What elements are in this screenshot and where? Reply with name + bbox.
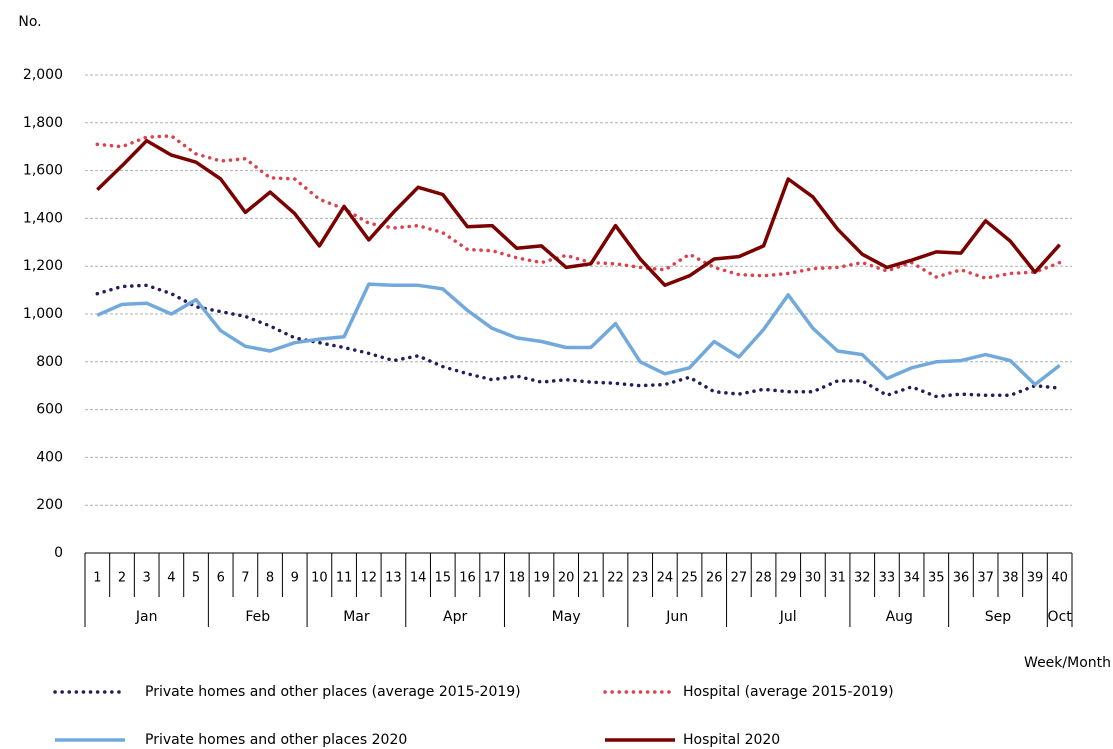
legend-label: Hospital 2020 xyxy=(683,732,780,748)
x-tick-label: 13 xyxy=(385,571,402,586)
line-series xyxy=(96,282,1061,387)
x-tick-label: 22 xyxy=(607,571,624,586)
x-group-label: Jun xyxy=(665,609,688,625)
x-group-label: Jul xyxy=(779,609,797,625)
x-group-label: May xyxy=(552,609,581,625)
x-group-label: Aug xyxy=(886,609,913,625)
x-tick-label: 2 xyxy=(118,571,126,586)
y-tick-label: 1,400 xyxy=(23,210,63,226)
x-group-label: Sep xyxy=(985,609,1012,625)
x-tick-label: 24 xyxy=(657,571,674,586)
x-tick-label: 36 xyxy=(953,571,970,586)
y-tick-label: 0 xyxy=(54,545,63,561)
x-tick-label: 38 xyxy=(1002,571,1019,586)
x-axis-title: Week/Month xyxy=(1024,655,1111,671)
line-series xyxy=(95,283,1062,399)
x-tick-label: 16 xyxy=(459,571,476,586)
line-series xyxy=(96,138,1062,288)
x-group-label: Jan xyxy=(135,609,158,625)
line-series xyxy=(95,134,1062,280)
y-tick-label: 2,000 xyxy=(23,67,63,83)
x-tick-label: 21 xyxy=(583,571,600,586)
x-tick-label: 10 xyxy=(311,571,328,586)
x-tick-label: 9 xyxy=(291,571,299,586)
x-group-label: Apr xyxy=(443,609,467,625)
x-tick-label: 4 xyxy=(167,571,175,586)
x-tick-label: 37 xyxy=(977,571,994,586)
y-tick-label: 1,000 xyxy=(23,306,63,322)
y-tick-label: 1,600 xyxy=(23,163,63,179)
y-tick-label: 400 xyxy=(36,449,63,465)
x-tick-label: 27 xyxy=(731,571,748,586)
x-tick-label: 8 xyxy=(266,571,274,586)
x-tick-label: 31 xyxy=(829,571,846,586)
y-tick-label: 800 xyxy=(36,354,63,370)
x-tick-label: 26 xyxy=(706,571,723,586)
x-tick-label: 14 xyxy=(410,571,427,586)
x-tick-label: 17 xyxy=(484,571,501,586)
x-tick-label: 29 xyxy=(780,571,797,586)
x-tick-label: 30 xyxy=(805,571,822,586)
x-tick-label: 11 xyxy=(336,571,353,586)
y-tick-label: 200 xyxy=(36,497,63,513)
x-tick-label: 7 xyxy=(241,571,249,586)
x-group-label: Oct xyxy=(1048,609,1073,625)
x-group-label: Mar xyxy=(343,609,370,625)
legend-label: Private homes and other places (average … xyxy=(145,684,521,700)
legend-label: Private homes and other places 2020 xyxy=(145,732,407,748)
x-tick-label: 18 xyxy=(509,571,526,586)
x-tick-label: 15 xyxy=(435,571,452,586)
x-tick-label: 32 xyxy=(854,571,871,586)
x-tick-label: 20 xyxy=(558,571,575,586)
x-tick-label: 19 xyxy=(533,571,550,586)
x-tick-label: 39 xyxy=(1027,571,1044,586)
legend-label: Hospital (average 2015-2019) xyxy=(683,684,894,700)
x-tick-label: 35 xyxy=(928,571,945,586)
x-tick-label: 1 xyxy=(93,571,101,586)
x-group-label: Feb xyxy=(245,609,270,625)
x-tick-label: 25 xyxy=(681,571,698,586)
y-tick-label: 1,200 xyxy=(23,258,63,274)
x-tick-label: 6 xyxy=(217,571,225,586)
x-tick-label: 33 xyxy=(879,571,896,586)
y-tick-label: 1,800 xyxy=(23,115,63,131)
x-tick-label: 3 xyxy=(143,571,151,586)
x-tick-label: 12 xyxy=(360,571,377,586)
x-tick-label: 23 xyxy=(632,571,649,586)
x-tick-label: 28 xyxy=(755,571,772,586)
x-tick-label: 5 xyxy=(192,571,200,586)
x-tick-label: 34 xyxy=(903,571,920,586)
y-tick-label: 600 xyxy=(36,402,63,418)
y-axis-title: No. xyxy=(18,14,41,30)
x-tick-label: 40 xyxy=(1051,571,1068,586)
